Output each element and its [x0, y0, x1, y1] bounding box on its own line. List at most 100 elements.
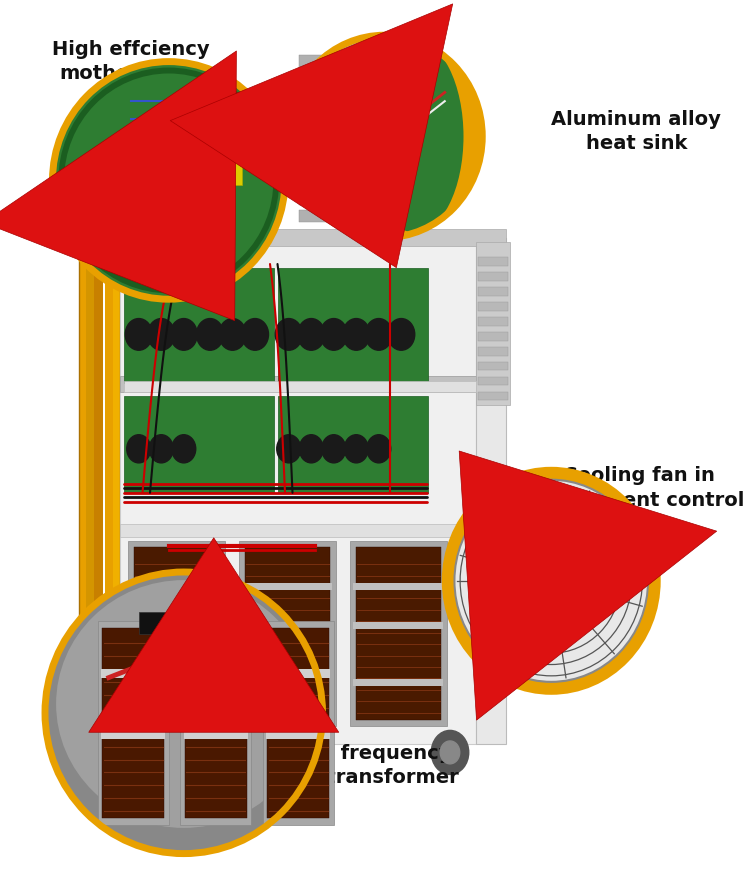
Circle shape — [127, 435, 151, 463]
Bar — [163, 154, 175, 172]
Bar — [184, 628, 247, 818]
Bar — [98, 621, 169, 825]
Ellipse shape — [366, 40, 464, 232]
Bar — [118, 163, 136, 216]
Circle shape — [277, 435, 301, 463]
Bar — [79, 238, 88, 744]
Ellipse shape — [450, 475, 652, 686]
Circle shape — [116, 741, 136, 764]
Bar — [298, 193, 362, 205]
Circle shape — [242, 319, 268, 350]
Circle shape — [219, 319, 246, 350]
Bar — [171, 163, 189, 216]
Bar — [112, 238, 122, 744]
Bar — [298, 90, 362, 102]
Bar — [242, 679, 332, 686]
Bar — [184, 669, 248, 678]
Circle shape — [107, 730, 145, 774]
Text: Cooling fan in
intellingent control: Cooling fan in intellingent control — [532, 466, 745, 510]
Bar — [298, 176, 362, 188]
Bar — [353, 583, 443, 590]
Circle shape — [367, 435, 391, 463]
Bar — [478, 272, 508, 281]
Ellipse shape — [56, 580, 311, 828]
Bar — [353, 622, 443, 629]
Bar — [476, 238, 506, 744]
Circle shape — [149, 435, 173, 463]
Text: Aluminum alloy
heat sink: Aluminum alloy heat sink — [551, 110, 722, 153]
Bar — [298, 124, 362, 136]
Bar — [134, 547, 219, 720]
Bar — [120, 524, 476, 537]
Bar — [478, 347, 508, 356]
Bar — [266, 730, 330, 739]
Bar — [298, 107, 362, 119]
Bar — [118, 154, 130, 172]
Bar — [120, 238, 476, 744]
Bar — [79, 238, 120, 744]
Circle shape — [98, 141, 120, 167]
Bar — [242, 622, 332, 629]
Ellipse shape — [287, 35, 482, 238]
Bar — [124, 268, 274, 383]
Bar — [476, 242, 510, 405]
Bar — [86, 238, 95, 744]
Bar — [262, 621, 334, 825]
Bar — [101, 669, 165, 678]
Bar — [298, 210, 362, 223]
Bar — [120, 376, 476, 392]
Circle shape — [170, 319, 197, 350]
Bar — [478, 332, 508, 341]
Circle shape — [431, 730, 469, 774]
Bar — [238, 541, 336, 726]
Circle shape — [322, 435, 346, 463]
Circle shape — [196, 319, 223, 350]
Bar — [244, 547, 330, 720]
Bar — [224, 132, 242, 185]
Circle shape — [526, 551, 577, 611]
Circle shape — [172, 435, 196, 463]
Bar — [120, 229, 506, 246]
Circle shape — [545, 480, 557, 495]
Circle shape — [188, 132, 210, 158]
Text: Low frequency
bar transformer: Low frequency bar transformer — [284, 744, 459, 787]
Bar — [185, 172, 197, 189]
Bar — [145, 163, 163, 216]
Circle shape — [299, 435, 323, 463]
Bar — [266, 669, 330, 678]
Circle shape — [320, 319, 347, 350]
Ellipse shape — [369, 53, 404, 70]
Circle shape — [388, 319, 415, 350]
Bar — [139, 612, 169, 634]
Bar — [278, 268, 428, 383]
Circle shape — [365, 319, 392, 350]
Circle shape — [440, 741, 460, 764]
Bar — [278, 396, 428, 493]
Bar — [131, 583, 221, 590]
Circle shape — [148, 319, 175, 350]
Bar — [267, 628, 329, 818]
Bar — [350, 541, 447, 726]
Bar — [131, 679, 221, 686]
Bar — [140, 163, 152, 180]
Bar — [478, 287, 508, 296]
Ellipse shape — [53, 62, 285, 299]
Bar — [131, 622, 221, 629]
Bar — [298, 142, 362, 154]
Circle shape — [537, 564, 566, 598]
Bar — [478, 317, 508, 326]
Bar — [356, 547, 441, 720]
Bar — [128, 541, 225, 726]
Bar — [370, 62, 404, 128]
Bar — [101, 730, 165, 739]
Circle shape — [275, 319, 302, 350]
Bar — [124, 396, 274, 493]
Bar — [242, 583, 332, 590]
Bar — [298, 73, 362, 84]
Ellipse shape — [296, 40, 442, 232]
Bar — [478, 392, 508, 400]
Bar — [180, 621, 251, 825]
Circle shape — [125, 319, 152, 350]
Bar — [124, 381, 476, 392]
Circle shape — [343, 319, 370, 350]
